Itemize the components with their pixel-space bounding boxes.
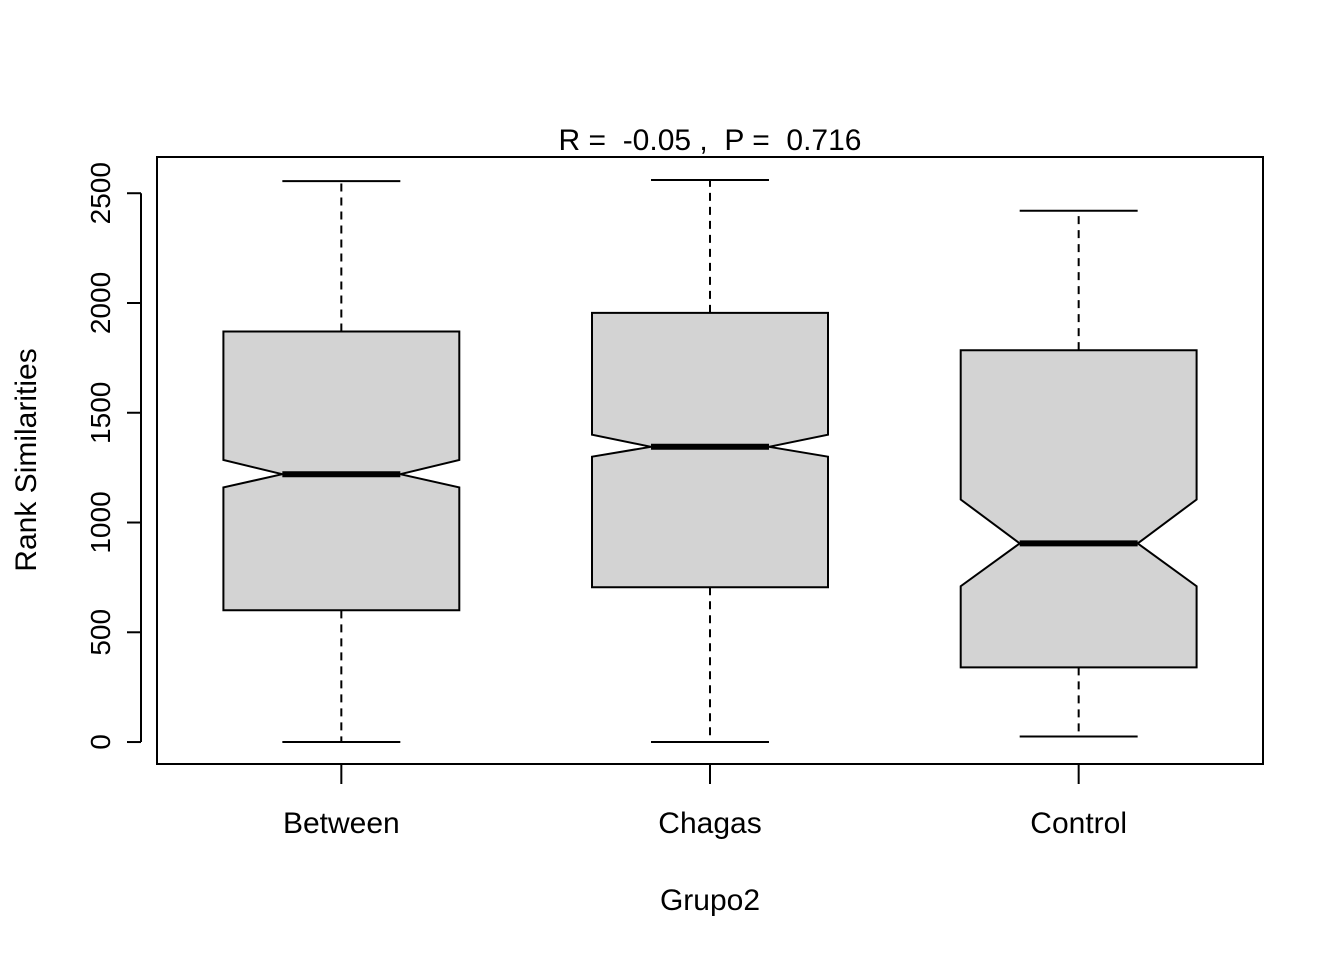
- box-between: [222, 180, 461, 744]
- y-tick-label: 1000: [85, 491, 116, 553]
- y-axis: 0 500 1000 1500 2000 2500: [85, 162, 142, 750]
- box-control: [959, 209, 1198, 738]
- y-tick-label: 2500: [85, 162, 116, 224]
- y-tick-label: 1500: [85, 382, 116, 444]
- x-tick-label: Chagas: [658, 807, 761, 840]
- y-tick-label: 2000: [85, 272, 116, 334]
- y-tick-label: 0: [85, 734, 116, 750]
- y-tick-label: 500: [85, 609, 116, 656]
- notched-box: [222, 330, 461, 612]
- box-chagas: [591, 179, 829, 744]
- x-tick-label: Between: [283, 807, 400, 840]
- notched-box: [959, 349, 1198, 669]
- x-axis: Between Chagas Control: [283, 764, 1127, 840]
- chart-title: R = -0.05 , P = 0.716: [559, 124, 862, 157]
- y-axis-label: Rank Similarities: [10, 348, 43, 571]
- boxes-group: [222, 179, 1198, 744]
- x-axis-label: Grupo2: [660, 884, 760, 917]
- notched-box: [591, 311, 829, 589]
- x-tick-label: Control: [1030, 807, 1127, 840]
